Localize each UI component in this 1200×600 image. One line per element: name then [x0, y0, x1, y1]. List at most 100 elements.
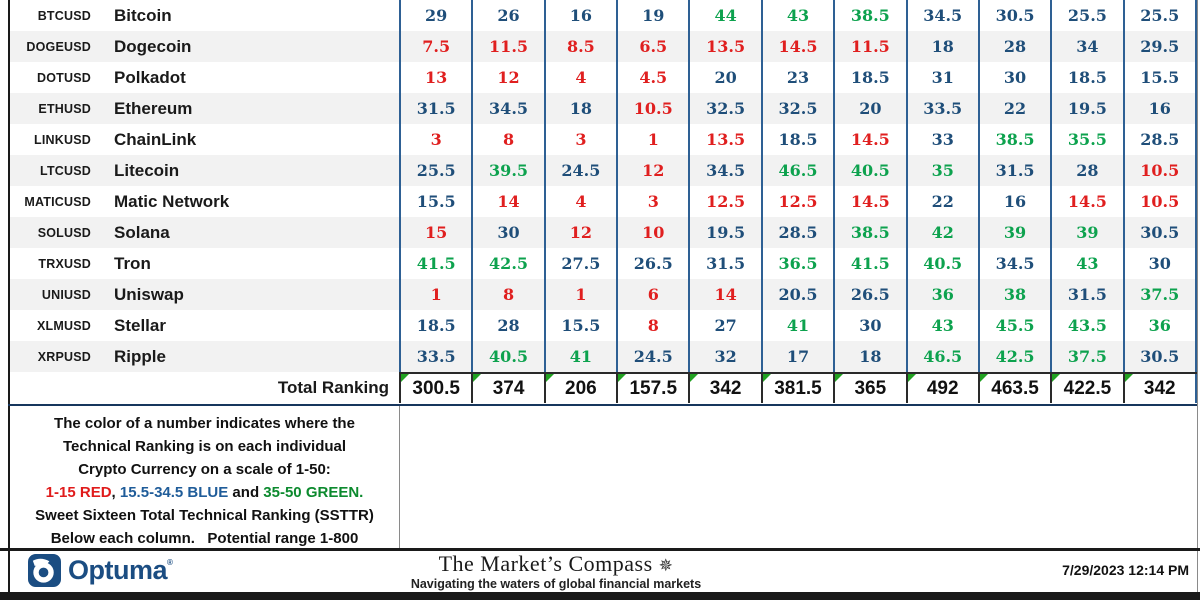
- ranking-cell: 34.5: [977, 248, 1050, 279]
- ranking-cell: 3: [543, 124, 616, 155]
- ranking-cell: 28.5: [760, 217, 833, 248]
- ticker-label: TRXUSD: [38, 256, 91, 271]
- ranking-cell: 38.5: [833, 0, 905, 31]
- ranking-cell: 16: [1122, 93, 1197, 124]
- coin-name: Stellar: [114, 315, 166, 335]
- ranking-cell: 43: [760, 0, 833, 31]
- ranking-cell: 12: [543, 217, 616, 248]
- total-ranking-row: Total Ranking 300.5 374 206 157.5 342 381.5 36…: [10, 372, 1197, 403]
- ranking-cell: 4.5: [616, 62, 688, 93]
- table-row: BTCUSD Bitcoin 29 26 16 19 44 43 38.5 34.5 30.5 25.…: [10, 0, 1197, 31]
- optuma-logo: Optuma®: [28, 554, 173, 587]
- ranking-cell: 15.5: [399, 186, 471, 217]
- report-timestamp: 7/29/2023 12:14 PM: [1062, 562, 1189, 578]
- comment-marker-icon: [401, 374, 409, 382]
- ranking-cell: 14: [471, 186, 543, 217]
- ranking-cell: 14.5: [1050, 186, 1122, 217]
- ranking-cell: 43: [1050, 248, 1122, 279]
- ranking-cell: 28: [1050, 155, 1122, 186]
- comment-marker-icon: [690, 374, 699, 382]
- coin-name: Bitcoin: [114, 5, 172, 25]
- ranking-cell: 26: [471, 0, 543, 31]
- ticker-label: UNIUSD: [41, 287, 91, 302]
- ranking-cell: 16: [543, 0, 616, 31]
- legend-color-segment: and: [228, 484, 264, 501]
- total-ranking-cell: 381.5: [760, 374, 833, 403]
- ranking-cell: 18.5: [399, 310, 471, 341]
- comment-marker-icon: [979, 374, 988, 382]
- ranking-cell: 18.5: [833, 62, 905, 93]
- ranking-cell: 24.5: [543, 155, 616, 186]
- ranking-cell: 40.5: [471, 341, 543, 372]
- table-row: XLMUSD Stellar 18.5 28 15.5 8 27 41 30 43 45.5 43.5…: [10, 310, 1197, 341]
- ranking-cell: 29: [399, 0, 471, 31]
- ranking-cell: 4: [543, 186, 616, 217]
- coin-name: Ripple: [114, 346, 166, 366]
- left-border: [8, 0, 10, 592]
- ranking-cell: 16: [977, 186, 1050, 217]
- ranking-cell: 6.5: [616, 31, 688, 62]
- ranking-cell: 23: [760, 62, 833, 93]
- ranking-cells: 3 8 3 1 13.5 18.5 14.5 33 38.5 35.5 28.5: [399, 124, 1197, 155]
- ranking-cell: 20: [688, 62, 760, 93]
- ticker-label: BTCUSD: [37, 8, 91, 23]
- ranking-cell: 36: [1122, 310, 1197, 341]
- total-ranking-cell: 365: [833, 374, 905, 403]
- ranking-cell: 10.5: [1122, 186, 1197, 217]
- table-row: SOLUSD Solana 15 30 12 10 19.5 28.5 38.5 42 39 39 30…: [10, 217, 1197, 248]
- ranking-cell: 32.5: [688, 93, 760, 124]
- ranking-cell: 28: [471, 310, 543, 341]
- ranking-cells: 25.5 39.5 24.5 12 34.5 46.5 40.5 35 31.5 28 10.5: [399, 155, 1197, 186]
- ranking-cell: 10.5: [1122, 155, 1197, 186]
- table-row: DOGEUSD Dogecoin 7.5 11.5 8.5 6.5 13.5 14.5 11.5…: [10, 31, 1197, 62]
- legend-color-segment: ,: [111, 484, 120, 501]
- ranking-cell: 43: [905, 310, 978, 341]
- ticker-label: SOLUSD: [37, 225, 91, 240]
- total-ranking-cell: 157.5: [616, 374, 688, 403]
- coin-name: Litecoin: [114, 160, 180, 180]
- ranking-cell: 37.5: [1122, 279, 1197, 310]
- ranking-cell: 46.5: [760, 155, 833, 186]
- total-ranking-cell: 342: [688, 374, 760, 403]
- ranking-cell: 30: [1122, 248, 1197, 279]
- ranking-cell: 1: [543, 279, 616, 310]
- ranking-cell: 34: [1050, 31, 1122, 62]
- ranking-cell: 18: [833, 341, 905, 372]
- ranking-cell: 37.5: [1050, 341, 1122, 372]
- ranking-cells: 7.5 11.5 8.5 6.5 13.5 14.5 11.5 18 28 34 29.5: [399, 31, 1197, 62]
- ranking-cell: 41.5: [399, 248, 471, 279]
- ranking-cell: 10.5: [616, 93, 688, 124]
- ranking-cell: 19: [616, 0, 688, 31]
- ranking-cells: 15.5 14 4 3 12.5 12.5 14.5 22 16 14.5 10.5: [399, 186, 1197, 217]
- ranking-cell: 15: [399, 217, 471, 248]
- coin-name: Polkadot: [114, 67, 186, 87]
- ranking-cell: 30.5: [1122, 341, 1197, 372]
- ranking-cell: 20: [833, 93, 905, 124]
- ranking-cell: 22: [905, 186, 978, 217]
- ranking-cell: 35: [905, 155, 978, 186]
- right-border: [1197, 0, 1198, 592]
- ranking-cell: 18.5: [1050, 62, 1122, 93]
- coin-name: Matic Network: [114, 191, 230, 211]
- coin-name: Dogecoin: [114, 36, 192, 56]
- ranking-cell: 33.5: [905, 93, 978, 124]
- ranking-cell: 12: [471, 62, 543, 93]
- comment-marker-icon: [835, 374, 844, 382]
- ranking-cell: 30: [471, 217, 543, 248]
- comment-marker-icon: [1052, 374, 1061, 382]
- ranking-cell: 38: [977, 279, 1050, 310]
- table-row: XRPUSD Ripple 33.5 40.5 41 24.5 32 17 18 46.5 42.5…: [10, 341, 1197, 372]
- comment-marker-icon: [545, 374, 554, 382]
- ranking-cell: 8: [471, 124, 543, 155]
- ranking-cell: 25.5: [1050, 0, 1122, 31]
- total-ranking-label: Total Ranking: [277, 377, 389, 397]
- coin-name: Solana: [114, 222, 170, 242]
- ranking-cell: 13: [399, 62, 471, 93]
- ranking-cell: 20.5: [760, 279, 833, 310]
- ranking-cell: 7.5: [399, 31, 471, 62]
- ranking-cell: 27.5: [543, 248, 616, 279]
- ranking-table-rows: BTCUSD Bitcoin 29 26 16 19 44 43 38.5 34.5 30.5 25.…: [10, 0, 1197, 372]
- ticker-label: LINKUSD: [34, 132, 91, 147]
- ranking-cell: 12.5: [688, 186, 760, 217]
